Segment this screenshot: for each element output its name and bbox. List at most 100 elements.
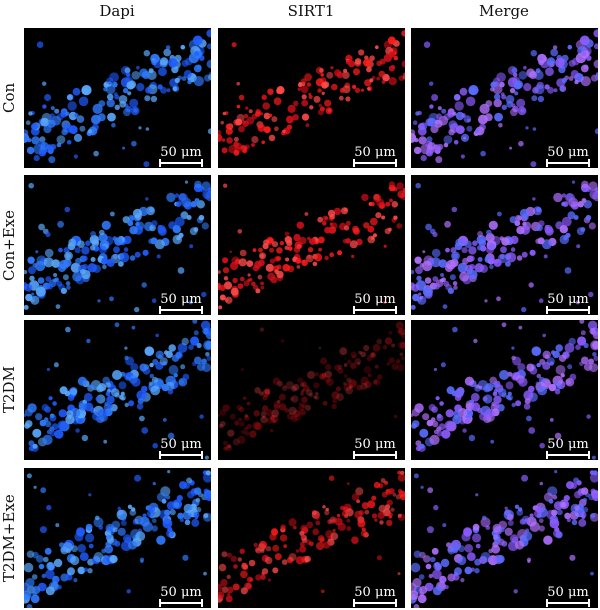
cell-nucleus <box>109 296 114 302</box>
cell-nucleus <box>391 201 399 208</box>
cell-nucleus <box>415 182 421 189</box>
cell-nucleus <box>220 578 228 587</box>
cell-nucleus <box>304 212 309 216</box>
cell-nucleus <box>454 567 462 576</box>
cell-nucleus <box>279 403 287 411</box>
cell-nucleus <box>225 595 233 603</box>
cell-nucleus <box>265 409 274 417</box>
cell-nucleus <box>430 556 436 563</box>
cell-nucleus <box>518 507 523 512</box>
cell-nucleus <box>492 391 498 397</box>
cell-nucleus <box>235 142 242 150</box>
cell-nucleus <box>314 253 323 262</box>
cell-nucleus <box>72 87 81 96</box>
cell-nucleus <box>373 194 382 202</box>
cell-nucleus <box>453 140 459 145</box>
cell-nucleus <box>272 567 279 574</box>
cell-nucleus <box>550 350 556 355</box>
cell-nucleus <box>569 554 576 561</box>
cell-nucleus <box>49 113 55 119</box>
cell-nucleus <box>582 497 588 503</box>
cell-nucleus <box>590 571 594 576</box>
cell-nucleus <box>81 269 91 280</box>
cell-nucleus <box>382 344 388 350</box>
cell-nucleus <box>358 350 362 355</box>
cell-nucleus <box>243 426 248 431</box>
cell-nucleus <box>271 116 278 123</box>
cell-nucleus <box>145 197 149 201</box>
cell-nucleus <box>260 574 266 580</box>
cell-nucleus <box>392 492 397 497</box>
cell-nucleus <box>144 95 151 102</box>
cell-nucleus <box>201 358 208 365</box>
cell-nucleus <box>65 253 71 259</box>
cell-nucleus <box>35 286 46 297</box>
cell-nucleus <box>190 336 200 346</box>
cell-nucleus <box>40 117 50 127</box>
cell-nucleus <box>505 261 511 267</box>
cell-nucleus <box>180 364 186 370</box>
cell-nucleus <box>54 108 60 114</box>
cell-nucleus <box>472 523 480 531</box>
cell-nucleus <box>264 388 271 395</box>
cell-nucleus <box>459 271 470 282</box>
cell-nucleus <box>75 257 82 265</box>
cell-nucleus <box>493 534 499 540</box>
cell-nucleus <box>493 395 502 404</box>
cell-nucleus <box>564 512 571 520</box>
cell-nucleus <box>448 129 455 136</box>
cell-nucleus <box>388 357 395 364</box>
cell-nucleus <box>309 392 314 398</box>
cell-nucleus <box>274 126 279 132</box>
cell-nucleus <box>568 76 574 81</box>
cell-nucleus <box>277 380 283 387</box>
cell-nucleus <box>132 208 143 218</box>
cell-nucleus <box>258 247 263 253</box>
cell-nucleus <box>145 87 152 94</box>
cell-nucleus <box>539 442 545 449</box>
cell-nucleus <box>167 470 171 474</box>
cell-nucleus <box>180 211 189 220</box>
cell-nucleus <box>300 78 307 84</box>
cell-nucleus <box>81 85 92 96</box>
scale-bar-line <box>353 306 397 314</box>
cell-nucleus <box>249 430 257 438</box>
cell-nucleus <box>35 250 39 254</box>
scale-bar: 50 μm <box>546 438 590 459</box>
cell-nucleus <box>328 226 337 234</box>
cell-nucleus <box>219 294 226 301</box>
micrograph-merge-con-exe: 50 μm <box>411 175 598 315</box>
cell-nucleus <box>293 525 297 530</box>
cell-nucleus <box>499 370 509 380</box>
cell-nucleus <box>159 357 168 366</box>
cell-nucleus <box>297 377 304 384</box>
cell-nucleus <box>227 444 232 449</box>
cell-nucleus <box>511 346 515 350</box>
cell-nucleus <box>594 128 598 135</box>
cell-nucleus <box>129 226 138 235</box>
cell-nucleus <box>171 354 180 362</box>
fluorescence-image <box>24 29 211 168</box>
cell-nucleus <box>165 495 171 500</box>
cell-nucleus <box>579 35 590 46</box>
cell-nucleus <box>262 405 269 412</box>
cell-nucleus <box>581 514 586 520</box>
cell-nucleus <box>301 396 308 403</box>
cell-nucleus <box>428 573 433 579</box>
cell-nucleus <box>260 285 265 290</box>
cell-nucleus <box>134 474 142 482</box>
cell-nucleus <box>264 387 271 395</box>
micrograph-merge-t2dm: 50 μm <box>411 320 598 460</box>
cell-nucleus <box>452 326 458 333</box>
cell-nucleus <box>496 296 501 302</box>
cell-nucleus <box>172 225 181 234</box>
scale-bar-label: 50 μm <box>160 145 202 160</box>
cell-nucleus <box>272 419 277 423</box>
cell-nucleus <box>507 391 512 396</box>
cell-nucleus <box>358 510 364 516</box>
cell-nucleus <box>85 240 91 246</box>
scale-bar-label: 50 μm <box>354 437 396 452</box>
cell-nucleus <box>335 386 341 392</box>
cell-nucleus <box>488 220 498 230</box>
cell-nucleus <box>167 432 175 440</box>
